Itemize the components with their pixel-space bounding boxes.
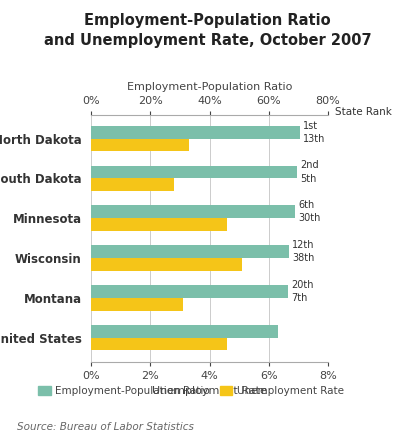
- Text: 6th
30th: 6th 30th: [298, 200, 321, 224]
- Bar: [91, 126, 300, 138]
- X-axis label: Unemployment Rate: Unemployment Rate: [152, 386, 267, 396]
- Bar: [91, 298, 183, 310]
- Bar: [91, 138, 189, 151]
- Bar: [91, 218, 227, 231]
- Text: Source: Bureau of Labor Statistics: Source: Bureau of Labor Statistics: [17, 422, 193, 432]
- Text: 12th
38th: 12th 38th: [292, 240, 315, 263]
- Text: 1st
13th: 1st 13th: [303, 121, 325, 144]
- Text: Employment-Population Ratio
and Unemployment Rate, October 2007: Employment-Population Ratio and Unemploy…: [44, 13, 371, 48]
- Bar: [91, 179, 174, 191]
- Legend: Employment-Population Ratio, Unemployment Rate: Employment-Population Ratio, Unemploymen…: [34, 382, 348, 400]
- Text: 2nd
5th: 2nd 5th: [300, 161, 318, 183]
- Bar: [91, 325, 278, 338]
- X-axis label: Employment-Population Ratio: Employment-Population Ratio: [127, 82, 292, 92]
- Bar: [91, 206, 295, 218]
- Text: State Rank: State Rank: [334, 107, 392, 117]
- Bar: [91, 245, 289, 258]
- Bar: [91, 258, 242, 271]
- Text: 20th
7th: 20th 7th: [291, 280, 313, 303]
- Bar: [91, 338, 227, 351]
- Bar: [91, 166, 297, 179]
- Bar: [91, 285, 288, 298]
